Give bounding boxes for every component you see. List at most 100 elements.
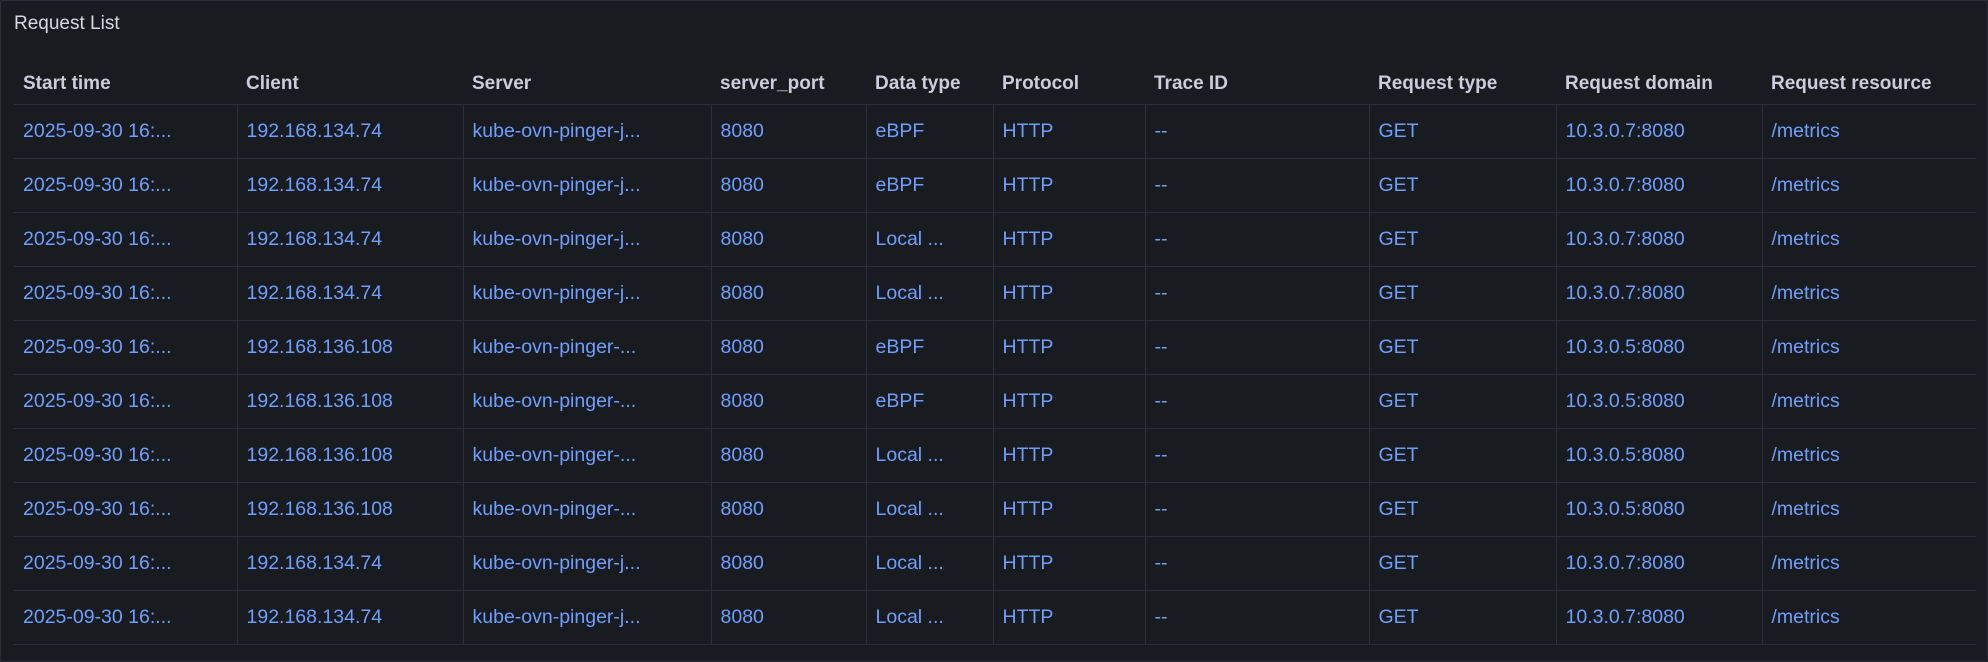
cell-request-type[interactable]: GET [1369,536,1557,591]
cell-start-time[interactable]: 2025-09-30 16:... [14,212,238,267]
cell-request-resource[interactable]: /metrics [1762,374,1976,429]
cell-request-resource[interactable]: /metrics [1762,482,1976,537]
cell-request-domain[interactable]: 10.3.0.7:8080 [1556,536,1763,591]
cell-server-port[interactable]: 8080 [711,590,867,645]
column-header-trace-id[interactable]: Trace ID [1145,63,1369,105]
cell-start-time[interactable]: 2025-09-30 16:... [14,374,238,429]
cell-server-port[interactable]: 8080 [711,428,867,483]
cell-request-type[interactable]: GET [1369,428,1557,483]
cell-data-type[interactable]: Local ... [866,536,994,591]
cell-protocol[interactable]: HTTP [993,374,1146,429]
cell-request-resource[interactable]: /metrics [1762,536,1976,591]
column-header-request-domain[interactable]: Request domain [1556,63,1762,105]
cell-client[interactable]: 192.168.136.108 [237,428,464,483]
cell-data-type[interactable]: eBPF [866,104,994,159]
cell-request-domain[interactable]: 10.3.0.7:8080 [1556,104,1763,159]
cell-trace-id[interactable]: -- [1145,536,1370,591]
cell-trace-id[interactable]: -- [1145,374,1370,429]
column-header-protocol[interactable]: Protocol [993,63,1145,105]
column-header-request-resource[interactable]: Request resource [1762,63,1976,105]
cell-start-time[interactable]: 2025-09-30 16:... [14,320,238,375]
cell-client[interactable]: 192.168.136.108 [237,320,464,375]
cell-server[interactable]: kube-ovn-pinger-j... [463,104,712,159]
cell-protocol[interactable]: HTTP [993,320,1146,375]
cell-request-resource[interactable]: /metrics [1762,320,1976,375]
cell-server[interactable]: kube-ovn-pinger-j... [463,266,712,321]
cell-server-port[interactable]: 8080 [711,104,867,159]
cell-server[interactable]: kube-ovn-pinger-... [463,374,712,429]
cell-protocol[interactable]: HTTP [993,158,1146,213]
cell-request-type[interactable]: GET [1369,320,1557,375]
cell-request-type[interactable]: GET [1369,158,1557,213]
column-header-client[interactable]: Client [237,63,463,105]
cell-server-port[interactable]: 8080 [711,212,867,267]
cell-request-resource[interactable]: /metrics [1762,212,1976,267]
cell-data-type[interactable]: Local ... [866,590,994,645]
cell-client[interactable]: 192.168.134.74 [237,536,464,591]
cell-trace-id[interactable]: -- [1145,482,1370,537]
cell-request-domain[interactable]: 10.3.0.7:8080 [1556,158,1763,213]
cell-client[interactable]: 192.168.134.74 [237,590,464,645]
cell-trace-id[interactable]: -- [1145,320,1370,375]
cell-trace-id[interactable]: -- [1145,266,1370,321]
cell-trace-id[interactable]: -- [1145,428,1370,483]
cell-server-port[interactable]: 8080 [711,320,867,375]
cell-data-type[interactable]: eBPF [866,158,994,213]
column-header-data-type[interactable]: Data type [866,63,993,105]
column-header-start-time[interactable]: Start time [14,63,237,105]
cell-trace-id[interactable]: -- [1145,212,1370,267]
cell-request-domain[interactable]: 10.3.0.7:8080 [1556,590,1763,645]
cell-request-domain[interactable]: 10.3.0.5:8080 [1556,482,1763,537]
cell-data-type[interactable]: eBPF [866,374,994,429]
cell-data-type[interactable]: Local ... [866,428,994,483]
cell-server[interactable]: kube-ovn-pinger-j... [463,212,712,267]
cell-request-domain[interactable]: 10.3.0.5:8080 [1556,374,1763,429]
cell-request-type[interactable]: GET [1369,266,1557,321]
cell-client[interactable]: 192.168.134.74 [237,212,464,267]
cell-server[interactable]: kube-ovn-pinger-... [463,428,712,483]
cell-client[interactable]: 192.168.136.108 [237,482,464,537]
cell-request-type[interactable]: GET [1369,590,1557,645]
cell-server-port[interactable]: 8080 [711,536,867,591]
cell-start-time[interactable]: 2025-09-30 16:... [14,428,238,483]
cell-server[interactable]: kube-ovn-pinger-j... [463,590,712,645]
cell-data-type[interactable]: Local ... [866,482,994,537]
cell-client[interactable]: 192.168.134.74 [237,266,464,321]
cell-trace-id[interactable]: -- [1145,104,1370,159]
cell-client[interactable]: 192.168.134.74 [237,158,464,213]
cell-start-time[interactable]: 2025-09-30 16:... [14,266,238,321]
cell-server[interactable]: kube-ovn-pinger-j... [463,158,712,213]
column-header-server[interactable]: Server [463,63,711,105]
cell-trace-id[interactable]: -- [1145,590,1370,645]
column-header-request-type[interactable]: Request type [1369,63,1556,105]
cell-data-type[interactable]: eBPF [866,320,994,375]
cell-request-domain[interactable]: 10.3.0.7:8080 [1556,212,1763,267]
cell-start-time[interactable]: 2025-09-30 16:... [14,482,238,537]
cell-server-port[interactable]: 8080 [711,482,867,537]
cell-request-resource[interactable]: /metrics [1762,590,1976,645]
cell-request-resource[interactable]: /metrics [1762,158,1976,213]
cell-data-type[interactable]: Local ... [866,266,994,321]
cell-server[interactable]: kube-ovn-pinger-... [463,320,712,375]
cell-start-time[interactable]: 2025-09-30 16:... [14,590,238,645]
cell-request-resource[interactable]: /metrics [1762,104,1976,159]
cell-request-type[interactable]: GET [1369,104,1557,159]
cell-protocol[interactable]: HTTP [993,212,1146,267]
cell-server[interactable]: kube-ovn-pinger-... [463,482,712,537]
cell-request-domain[interactable]: 10.3.0.5:8080 [1556,428,1763,483]
cell-start-time[interactable]: 2025-09-30 16:... [14,104,238,159]
cell-protocol[interactable]: HTTP [993,536,1146,591]
cell-protocol[interactable]: HTTP [993,104,1146,159]
cell-protocol[interactable]: HTTP [993,590,1146,645]
cell-data-type[interactable]: Local ... [866,212,994,267]
cell-request-domain[interactable]: 10.3.0.7:8080 [1556,266,1763,321]
cell-request-resource[interactable]: /metrics [1762,428,1976,483]
cell-protocol[interactable]: HTTP [993,482,1146,537]
cell-request-resource[interactable]: /metrics [1762,266,1976,321]
cell-server-port[interactable]: 8080 [711,266,867,321]
cell-request-type[interactable]: GET [1369,482,1557,537]
cell-server[interactable]: kube-ovn-pinger-j... [463,536,712,591]
cell-trace-id[interactable]: -- [1145,158,1370,213]
cell-client[interactable]: 192.168.136.108 [237,374,464,429]
cell-protocol[interactable]: HTTP [993,266,1146,321]
